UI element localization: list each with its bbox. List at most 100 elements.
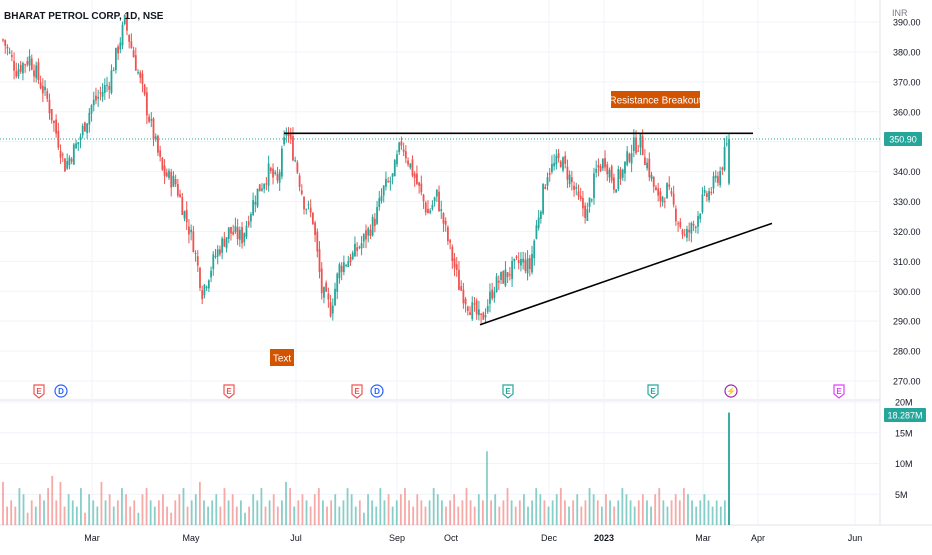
volume-bar <box>272 494 275 525</box>
candle-body <box>219 249 221 255</box>
candle-body <box>320 268 323 294</box>
candle-body <box>524 259 527 271</box>
volume-bar <box>728 412 730 525</box>
volume-bar <box>281 500 283 525</box>
candle-body <box>236 227 239 239</box>
candle-body <box>168 170 170 178</box>
event-marker-icon[interactable] <box>54 384 68 398</box>
candle-body <box>462 289 465 304</box>
event-marker-icon[interactable] <box>647 384 659 399</box>
candle-body <box>422 194 425 202</box>
candle-body <box>88 112 91 125</box>
event-marker-label: E <box>505 387 511 396</box>
candle-body <box>635 137 637 154</box>
volume-bar <box>387 494 390 525</box>
candle-body <box>674 208 677 222</box>
candle-body <box>130 41 133 48</box>
volume-bar <box>666 506 669 525</box>
volume-bar <box>338 506 341 525</box>
candle-body <box>402 149 405 152</box>
event-marker-icon[interactable] <box>33 384 45 399</box>
volume-bar <box>375 506 378 525</box>
candle-body <box>418 182 421 186</box>
candle-body <box>307 204 310 206</box>
volume-bar <box>473 506 476 525</box>
support-trendline[interactable] <box>479 222 773 326</box>
candle-body <box>318 249 321 272</box>
volume-bar <box>63 506 66 525</box>
annotation-text[interactable]: Text <box>270 349 294 366</box>
candle-body <box>400 141 403 146</box>
candle-body <box>460 286 463 291</box>
candle-body <box>511 261 513 279</box>
candle-body <box>725 143 728 145</box>
candle-body <box>586 209 589 221</box>
event-marker-icon[interactable] <box>833 384 845 399</box>
candle-body <box>520 259 522 266</box>
candle-body <box>710 192 713 194</box>
price-pane[interactable] <box>0 0 880 400</box>
candle-body <box>566 166 569 180</box>
candle-body <box>480 313 482 315</box>
volume-bar <box>55 500 58 525</box>
volume-bar <box>116 500 119 525</box>
volume-bar <box>646 500 648 525</box>
grid <box>0 0 880 525</box>
volume-bar <box>10 500 13 525</box>
price-axis[interactable]: 390.00380.00370.00360.00350.00340.00330.… <box>893 18 921 387</box>
candle-body <box>90 105 93 114</box>
candle-body <box>61 154 64 156</box>
volume-bar <box>2 481 4 525</box>
candle-body <box>59 150 62 158</box>
time-tick-label: Sep <box>389 533 405 543</box>
candle-body <box>269 167 272 171</box>
event-marker-label: E <box>650 387 656 396</box>
volume-bar <box>244 512 246 525</box>
price-tick-label: 340.00 <box>893 167 921 177</box>
annotation-resistance-breakout[interactable]: Resistance Breakout <box>609 91 702 108</box>
volume-bar <box>186 506 189 525</box>
candle-body <box>334 288 336 306</box>
volume-bar <box>572 500 575 525</box>
candle-body <box>655 187 657 191</box>
candle-body <box>280 148 283 177</box>
candle-body <box>373 218 376 226</box>
candle-body <box>469 312 471 315</box>
volume-bar <box>531 500 534 525</box>
volume-bar <box>379 488 382 525</box>
time-axis[interactable]: Mar May Jul Sep Oct Dec 2023 Mar Apr Jun <box>84 533 862 543</box>
candle-body <box>199 267 201 289</box>
trendlines[interactable] <box>284 132 773 326</box>
candle-body <box>108 85 111 90</box>
volume-bar <box>395 500 398 525</box>
candle-body <box>278 172 281 183</box>
event-marker-icon[interactable] <box>724 384 738 398</box>
volume-bar <box>207 506 209 525</box>
candle-body <box>176 184 179 196</box>
candle-body <box>10 55 13 57</box>
candle-body <box>464 298 467 305</box>
candle-body <box>475 300 478 315</box>
candle-body <box>692 223 695 226</box>
candle-body <box>234 226 237 233</box>
candle-body <box>455 264 458 271</box>
volume-bar <box>26 512 29 525</box>
event-marker-icon[interactable] <box>502 384 514 399</box>
event-marker-icon[interactable] <box>351 384 363 399</box>
last-price-badge: 350.90 <box>884 131 922 146</box>
volume-bar <box>580 506 583 525</box>
volume-bar <box>141 494 144 525</box>
candle-body <box>619 169 622 180</box>
event-marker-icon[interactable] <box>370 384 384 398</box>
candle-body <box>223 238 226 247</box>
candle-body <box>688 229 691 233</box>
candle-body <box>477 309 480 316</box>
candle-body <box>666 183 668 199</box>
event-marker-icon[interactable] <box>223 384 235 399</box>
volume-axis[interactable]: 20M 15M 10M 5M <box>895 398 913 500</box>
candle-body <box>55 119 58 134</box>
event-markers[interactable]: E D E E D E E ⚡ E <box>33 384 845 399</box>
candle-body <box>22 63 24 74</box>
